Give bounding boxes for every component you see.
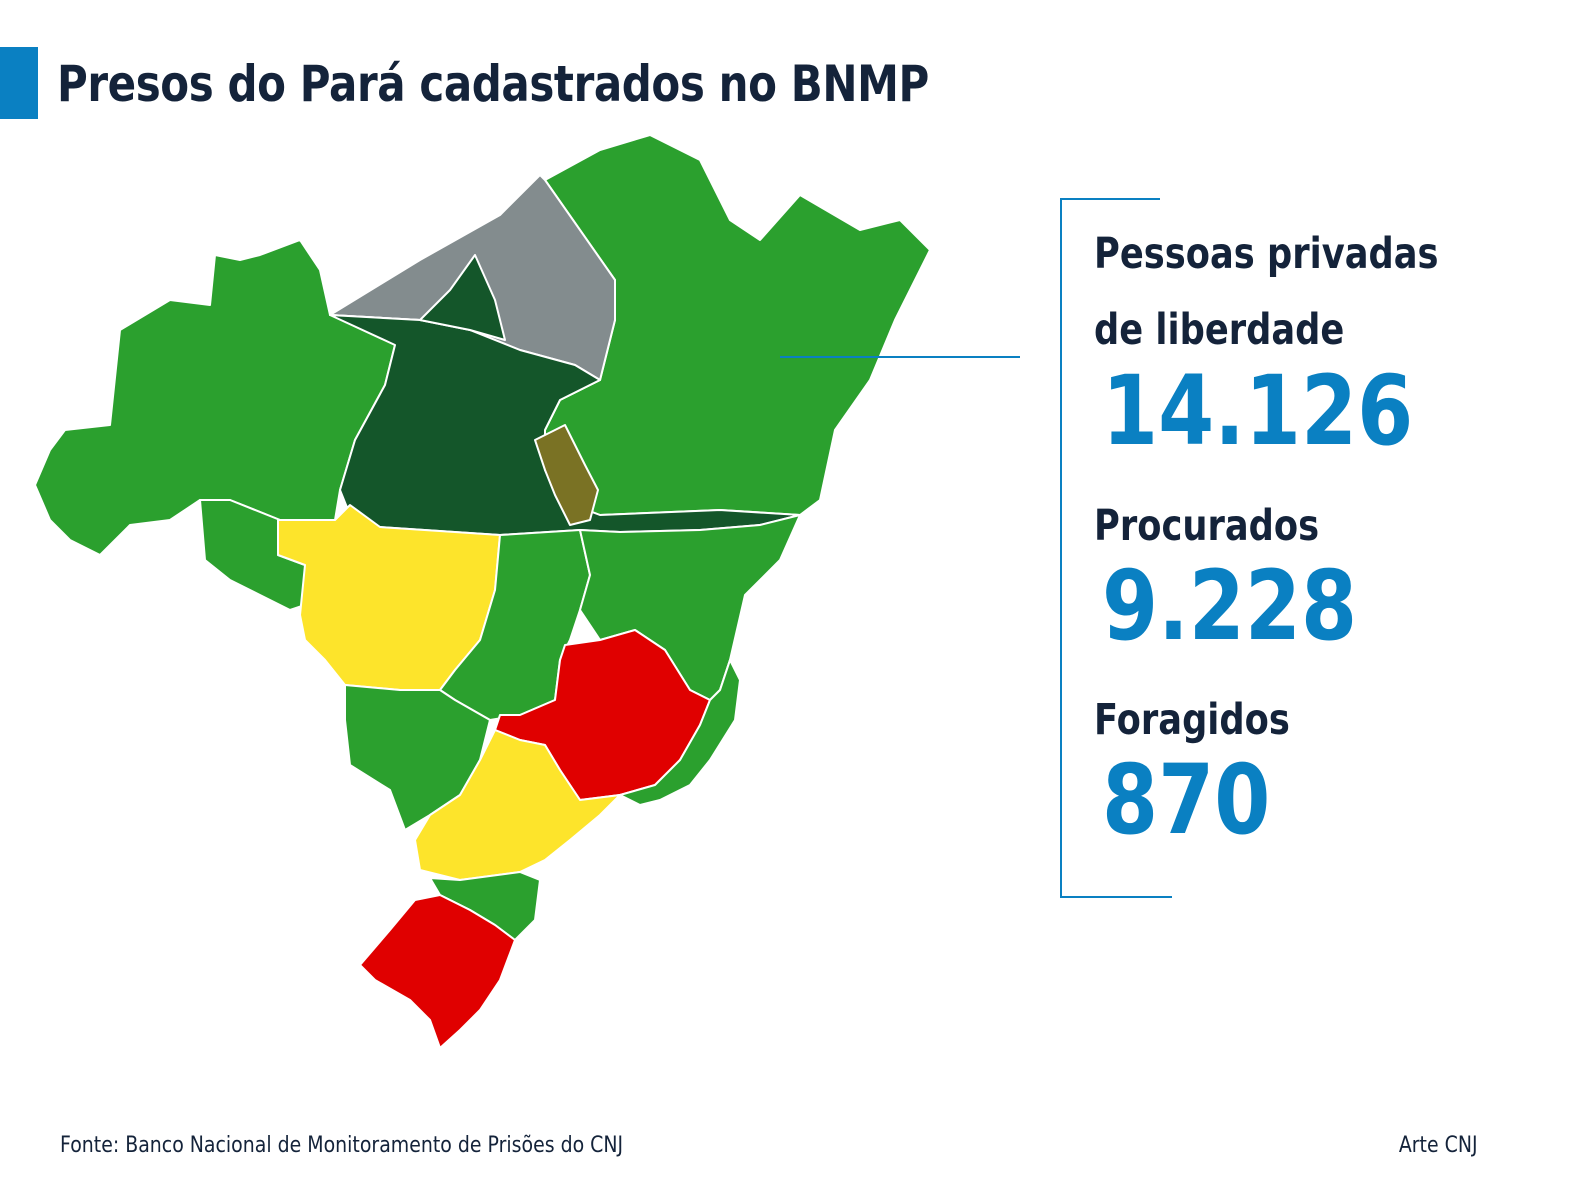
credit-note: Arte CNJ xyxy=(1399,1133,1478,1158)
stat-value: 14.126 xyxy=(1102,355,1414,467)
state-sao-paulo-parana xyxy=(414,729,621,881)
bracket-top xyxy=(1060,198,1160,200)
stats-panel: Pessoas privadas de liberdade 14.126 Pro… xyxy=(1060,198,1560,898)
source-note: Fonte: Banco Nacional de Monitoramento d… xyxy=(60,1133,624,1158)
state-rio-grande-sul xyxy=(359,894,516,1049)
bracket-bottom xyxy=(1060,896,1172,898)
stat-label: Procurados xyxy=(1094,501,1320,551)
stat-value: 9.228 xyxy=(1102,550,1358,662)
stat-label: Foragidos xyxy=(1094,695,1290,745)
page-title: Presos do Pará cadastrados no BNMP xyxy=(57,55,929,113)
stat-label-line1: Pessoas privadas xyxy=(1094,229,1439,279)
brazil-map xyxy=(34,134,1020,1049)
state-espirito-santo xyxy=(619,659,741,806)
state-tocantins-strip xyxy=(534,424,599,526)
bracket-line xyxy=(1060,198,1062,898)
title-accent-bar xyxy=(0,47,38,119)
stat-label-line2: de liberdade xyxy=(1094,305,1345,355)
state-amapa xyxy=(419,254,506,341)
stat-value: 870 xyxy=(1102,744,1271,856)
